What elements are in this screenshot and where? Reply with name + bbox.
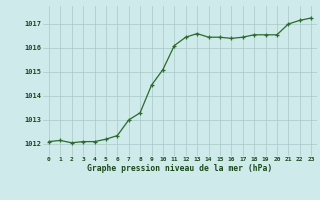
X-axis label: Graphe pression niveau de la mer (hPa): Graphe pression niveau de la mer (hPa) bbox=[87, 164, 273, 173]
